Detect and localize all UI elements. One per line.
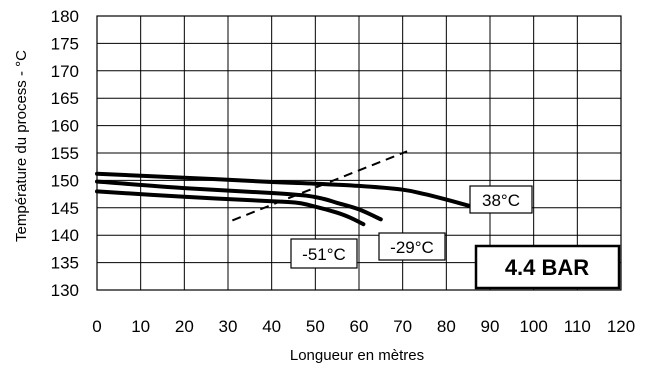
x-tick-label: 40: [262, 317, 281, 336]
y-tick-label: 170: [51, 62, 79, 81]
svg-text:-29°C: -29°C: [390, 238, 434, 257]
x-tick-label: 20: [175, 317, 194, 336]
y-tick-label: 150: [51, 171, 79, 190]
x-tick-label: 110: [564, 317, 591, 336]
svg-text:38°C: 38°C: [482, 191, 520, 210]
y-tick-label: 130: [51, 281, 79, 300]
x-tick-label: 120: [607, 317, 635, 336]
series-line-38c: [95, 171, 471, 208]
series-line-minus51c: [95, 189, 366, 227]
x-axis-title: Longueur en mètres: [290, 347, 424, 364]
annotation-minus29c: -29°C: [378, 232, 446, 261]
x-tick-label: 70: [393, 317, 412, 336]
plot-area-border: [96, 15, 622, 291]
x-tick-label: 50: [306, 317, 325, 336]
y-axis-title: Température du process - °C: [13, 50, 30, 242]
x-tick-label: 10: [131, 317, 150, 336]
tick-labels: 0 10 20 30 40 50 60 70 80 90 100 110 120 130 135 140 145…: [51, 7, 636, 336]
series-group: [95, 171, 471, 227]
x-tick-label: 80: [437, 317, 456, 336]
x-tick-label: 0: [92, 317, 101, 336]
y-tick-label: 155: [51, 144, 79, 163]
x-tick-label: 100: [519, 317, 547, 336]
y-tick-label: 165: [51, 89, 79, 108]
y-tick-label: 135: [51, 254, 79, 273]
y-tick-label: 175: [51, 34, 79, 53]
x-tick-label: 60: [350, 317, 369, 336]
x-tick-label: 30: [219, 317, 238, 336]
y-tick-label: 140: [51, 226, 79, 245]
pressure-badge: 4.4 BAR: [474, 244, 621, 290]
series-line-minus29c: [95, 179, 383, 222]
svg-text:-51°C: -51°C: [302, 245, 346, 264]
svg-text:4.4 BAR: 4.4 BAR: [505, 255, 589, 280]
y-tick-label: 145: [51, 199, 79, 218]
annotation-38c: 38°C: [469, 185, 533, 214]
y-tick-label: 160: [51, 117, 79, 136]
annotation-minus51c: -51°C: [290, 238, 358, 269]
x-tick-label: 90: [481, 317, 500, 336]
y-tick-label: 180: [51, 7, 79, 26]
